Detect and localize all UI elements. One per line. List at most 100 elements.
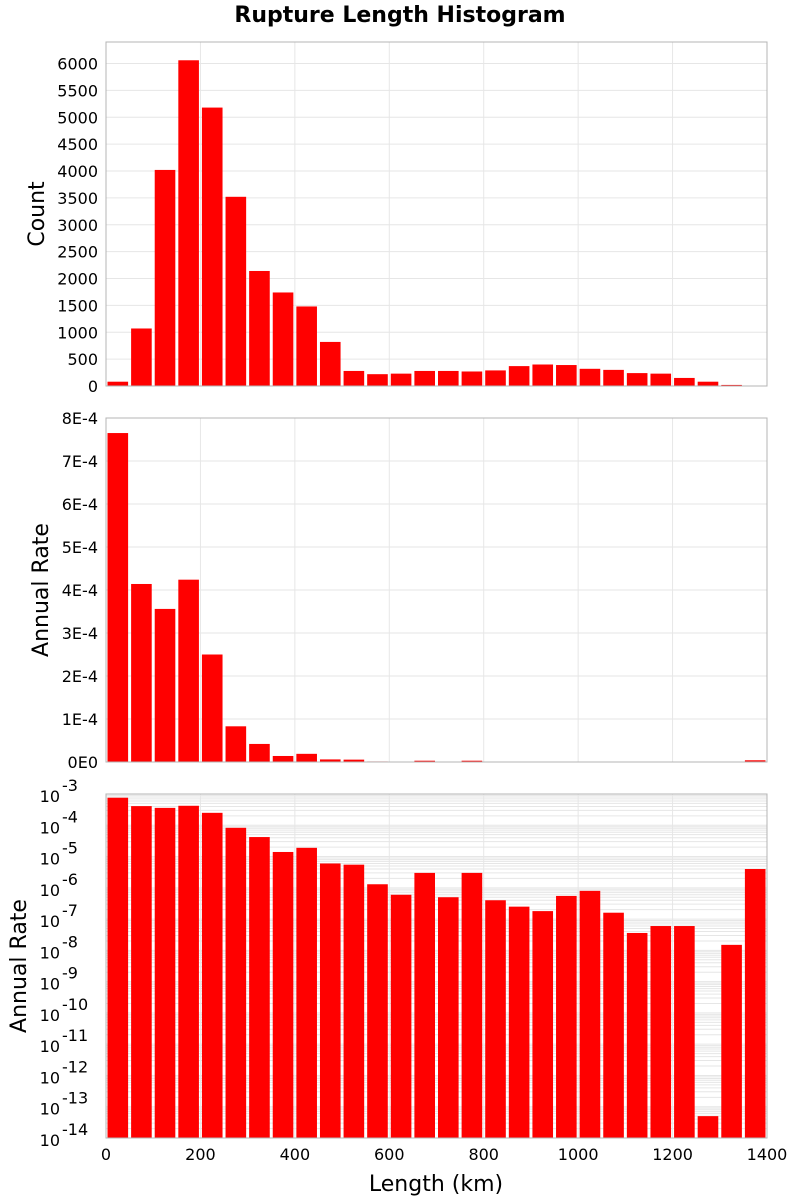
histogram-bar xyxy=(296,753,317,762)
histogram-bar xyxy=(249,270,270,386)
histogram-bar xyxy=(461,760,483,762)
histogram-bar xyxy=(508,366,530,386)
histogram-bar xyxy=(485,900,506,1138)
histogram-bar xyxy=(721,384,742,386)
histogram-bar xyxy=(579,890,601,1138)
y-tick-base: 10 xyxy=(40,1006,60,1025)
y-tick-label: 3E-4 xyxy=(62,624,98,643)
histogram-bar xyxy=(154,608,176,762)
x-tick-label: 400 xyxy=(280,1145,311,1164)
histogram-bar xyxy=(721,944,742,1138)
histogram-bar xyxy=(414,370,435,386)
log-rate-panel: 10-310-410-510-610-710-810-910-1010-1110… xyxy=(7,776,787,1164)
histogram-bar xyxy=(154,169,176,386)
histogram-bar xyxy=(131,583,152,762)
y-tick-label: 8E-4 xyxy=(62,409,98,428)
histogram-bar xyxy=(296,306,317,386)
histogram-bar xyxy=(249,743,270,762)
histogram-bar xyxy=(626,932,648,1138)
count-panel: 0 500 1000 1500 2000 2500 3000 3500 4000 4500 5000… xyxy=(25,41,768,396)
y-tick-label: 5000 xyxy=(57,108,98,127)
histogram-bar xyxy=(697,1116,719,1138)
histogram-bar xyxy=(107,433,129,762)
x-tick-label: 0 xyxy=(101,1145,111,1164)
y-tick-exponent: -11 xyxy=(62,1026,88,1045)
histogram-bar xyxy=(414,760,435,762)
y-tick-label: 1000 xyxy=(57,323,98,342)
y-tick-label: 4E-4 xyxy=(62,581,98,600)
histogram-bar xyxy=(296,847,317,1138)
histogram-bar xyxy=(272,851,294,1138)
y-tick-label: 7E-4 xyxy=(62,452,98,471)
histogram-bar xyxy=(674,926,695,1138)
y-tick-label: 10 xyxy=(40,1006,60,1025)
y-tick-base: 10 xyxy=(40,912,60,931)
histogram-bar xyxy=(343,759,365,762)
y-tick-exponent: -12 xyxy=(62,1057,88,1076)
histogram-bar xyxy=(390,373,412,386)
y-tick-base: 10 xyxy=(40,1100,60,1119)
y-tick-exponent: -3 xyxy=(62,776,78,795)
y-tick-exponent: -9 xyxy=(62,964,78,983)
histogram-bar xyxy=(178,60,199,387)
histogram-bar xyxy=(508,906,530,1138)
y-axis-label: Count xyxy=(25,181,50,247)
histogram-bar xyxy=(249,837,270,1138)
histogram-bar xyxy=(532,364,554,386)
histogram-bar xyxy=(697,381,719,386)
y-tick-label: 1500 xyxy=(57,296,98,315)
y-tick-exponent: -10 xyxy=(62,995,88,1014)
plot-frame xyxy=(105,41,768,387)
histogram-bar xyxy=(201,654,223,762)
histogram-bar xyxy=(367,374,388,386)
histogram-bar xyxy=(461,371,483,386)
y-tick-label: 4000 xyxy=(57,162,98,181)
y-tick-label: 0 xyxy=(88,377,98,396)
y-tick-label: 10 xyxy=(40,1037,60,1056)
y-tick-exponent: -5 xyxy=(62,839,78,858)
y-tick-label: 4500 xyxy=(57,135,98,154)
y-tick-base: 10 xyxy=(40,881,60,900)
histogram-bar xyxy=(131,806,152,1138)
histogram-bar xyxy=(201,107,223,386)
y-tick-label: 3500 xyxy=(57,189,98,208)
y-tick-label: 10 xyxy=(40,1100,60,1119)
y-tick-base: 10 xyxy=(40,1131,60,1150)
y-tick-label: 10 xyxy=(40,943,60,962)
histogram-bar xyxy=(532,911,554,1138)
histogram-bar xyxy=(107,381,129,386)
histogram-bar xyxy=(650,926,672,1138)
y-tick-exponent: -8 xyxy=(62,932,78,951)
y-tick-label: 10 xyxy=(40,1131,60,1150)
y-tick-label: 10 xyxy=(40,787,60,806)
histogram-bar xyxy=(154,807,176,1138)
histogram-bar xyxy=(603,912,624,1138)
histogram-bar xyxy=(438,897,459,1138)
histogram-bar xyxy=(414,872,435,1138)
histogram-bar xyxy=(461,872,483,1138)
histogram-bar xyxy=(579,368,601,386)
histogram-bar xyxy=(107,797,129,1138)
x-tick-label: 1200 xyxy=(652,1145,693,1164)
x-tick-label: 800 xyxy=(468,1145,499,1164)
histogram-bar xyxy=(272,292,294,386)
histogram-bar xyxy=(744,868,766,1138)
histogram-bar xyxy=(744,760,766,762)
y-axis-label: Annual Rate xyxy=(29,523,54,657)
histogram-bar xyxy=(367,884,388,1138)
y-tick-label: 3000 xyxy=(57,216,98,235)
plot-frame xyxy=(105,417,768,763)
histogram-bar xyxy=(225,196,247,386)
y-tick-label: 10 xyxy=(40,1068,60,1087)
histogram-bar xyxy=(225,827,247,1138)
y-tick-label: 2000 xyxy=(57,270,98,289)
histogram-bar xyxy=(438,370,459,386)
histogram-bar xyxy=(650,373,672,386)
histogram-bar xyxy=(556,895,577,1138)
y-tick-label: 5500 xyxy=(57,81,98,100)
y-tick-label: 6E-4 xyxy=(62,495,98,514)
y-tick-exponent: -14 xyxy=(62,1120,88,1139)
y-tick-base: 10 xyxy=(40,943,60,962)
histogram-bar xyxy=(131,328,152,386)
y-tick-exponent: -6 xyxy=(62,870,78,889)
